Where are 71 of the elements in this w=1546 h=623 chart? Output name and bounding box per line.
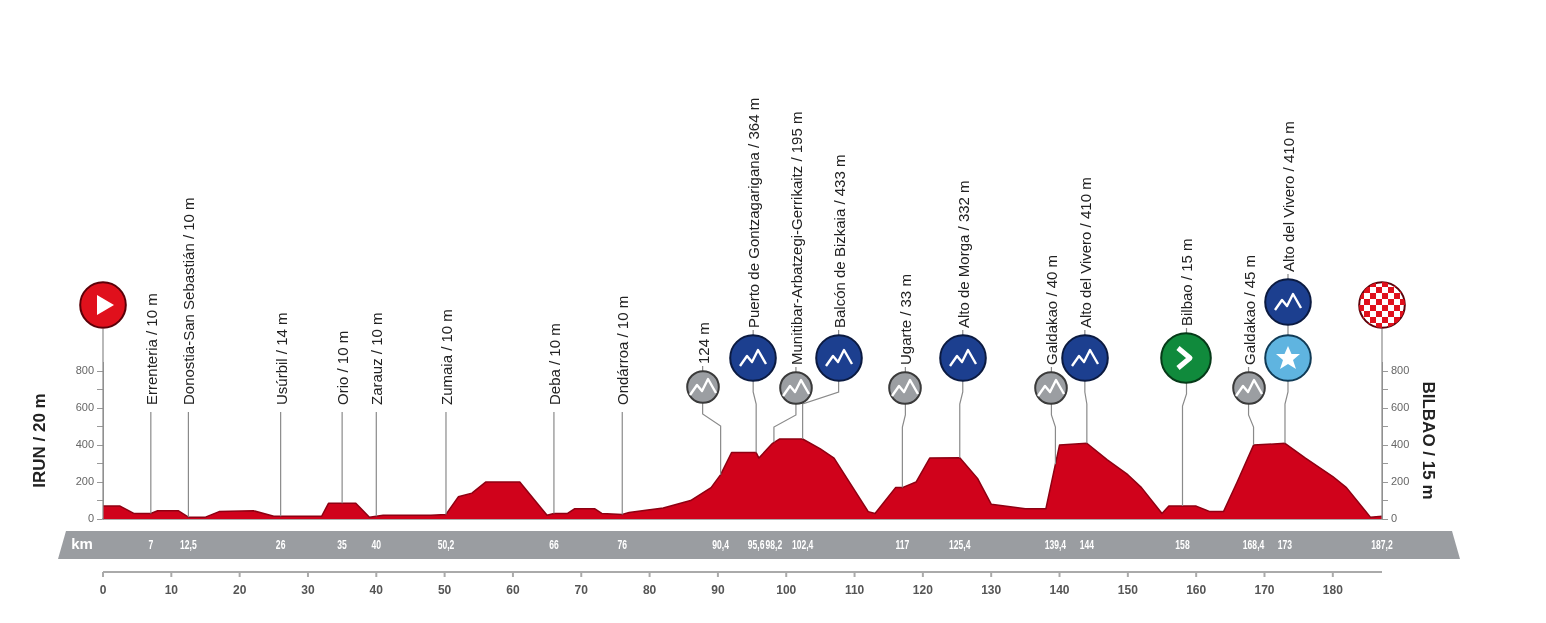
x-tick-label: 140 [1049, 582, 1070, 597]
y2-tick-label: 200 [1391, 475, 1410, 488]
x-tick-label: 10 [164, 582, 179, 597]
x2-tick-label: 98,2 [765, 536, 783, 551]
x-tick-label: 0 [99, 582, 107, 597]
annotation: Bilbao / 15 m [1178, 238, 1196, 326]
x-tick-label: 90 [711, 582, 725, 597]
annotation: Ugarte / 33 m [897, 274, 915, 365]
x2-tick-label: 66 [549, 536, 559, 551]
annotation: Munitibar-Arbatzegi-Gerrikaitz / 195 m [787, 111, 805, 365]
annotation: Galdakao / 45 m [1240, 254, 1258, 365]
annotation: Balcón de Bizkaia / 433 m [830, 154, 848, 328]
x2-tick-label: 50,2 [437, 536, 455, 551]
x-tick-label: 40 [369, 582, 384, 597]
y2-axis-title: BILBAO / 15 m [1419, 381, 1439, 500]
x-tick-label: 100 [776, 582, 797, 597]
x-tick-label: 60 [506, 582, 520, 597]
annotation: 124 m [694, 322, 712, 364]
x-tick-label: 150 [1117, 582, 1139, 597]
y-tick-label: 800 [75, 364, 94, 377]
annotation: Usúrbil / 14 m [272, 312, 290, 405]
x-tick-label: 160 [1186, 582, 1207, 597]
x2-tick-label: 144 [1079, 536, 1095, 551]
x-tick-label: 80 [642, 582, 657, 597]
y-tick-label: 600 [75, 401, 94, 414]
x-tick-label: 70 [574, 582, 589, 597]
x2-tick-label: 102,4 [791, 536, 815, 551]
x2-tick-label: 139,4 [1044, 536, 1067, 551]
annotation: Zumaia / 10 m [437, 309, 455, 405]
x-tick-label: 130 [981, 582, 1002, 597]
y2-tick-label: 400 [1391, 438, 1410, 451]
x2-tick-label: 40 [371, 536, 382, 551]
annotation: Puerto de Gontzagarigana / 364 m [745, 97, 763, 328]
x-tick-label: 170 [1254, 582, 1275, 597]
x2-tick-label: 173 [1277, 536, 1293, 551]
x-tick-label: 30 [301, 582, 315, 597]
annotation: Alto de Morga / 332 m [954, 180, 972, 328]
annotation: Orio / 10 m [334, 330, 352, 405]
annotation: Ondárroa / 10 m [614, 295, 632, 405]
x2-tick-label: 95,6 [747, 536, 765, 551]
x2-tick-label: 158 [1175, 536, 1190, 551]
x2-axis-title: km [71, 535, 93, 553]
y2-tick-label: 0 [1391, 512, 1398, 525]
annotation: Zarauz / 10 m [368, 312, 386, 405]
y-tick-label: 400 [75, 438, 94, 451]
x-tick-label: 20 [232, 582, 247, 597]
annotation: Errenteria / 10 m [142, 293, 160, 405]
x2-tick-label: 125,4 [949, 536, 972, 551]
x2-tick-label: 35 [337, 536, 347, 551]
x-tick-label: 120 [912, 582, 934, 597]
x-tick-label: 50 [437, 582, 452, 597]
x2-tick-label: 117 [895, 536, 910, 551]
y-tick-label: 200 [75, 475, 94, 488]
x2-tick-label: 168,4 [1242, 536, 1265, 551]
x2-tick-label: 187,2 [1371, 536, 1393, 551]
x2-tick-label: 76 [617, 536, 628, 551]
annotation: Deba / 10 m [545, 323, 563, 405]
annotation: Donostia-San Sebastián / 10 m [180, 197, 198, 405]
x-tick-label: 110 [844, 582, 865, 597]
y-axis-title: IRUN / 20 m [29, 393, 49, 488]
x2-tick-label: 12,5 [180, 536, 197, 551]
y2-tick-label: 600 [1391, 401, 1410, 414]
annotation: Galdakao / 40 m [1043, 254, 1061, 365]
y2-tick-label: 800 [1391, 364, 1410, 377]
x-tick-label: 180 [1322, 582, 1344, 597]
x2-tick-label: 26 [275, 536, 286, 551]
y-tick-label: 0 [87, 512, 94, 525]
annotation: Alto del Vivero / 410 m [1076, 177, 1094, 328]
annotation: Alto del Vivero / 410 m [1279, 121, 1297, 272]
x2-tick-label: 7 [148, 536, 154, 551]
x2-tick-label: 90,4 [712, 536, 730, 551]
